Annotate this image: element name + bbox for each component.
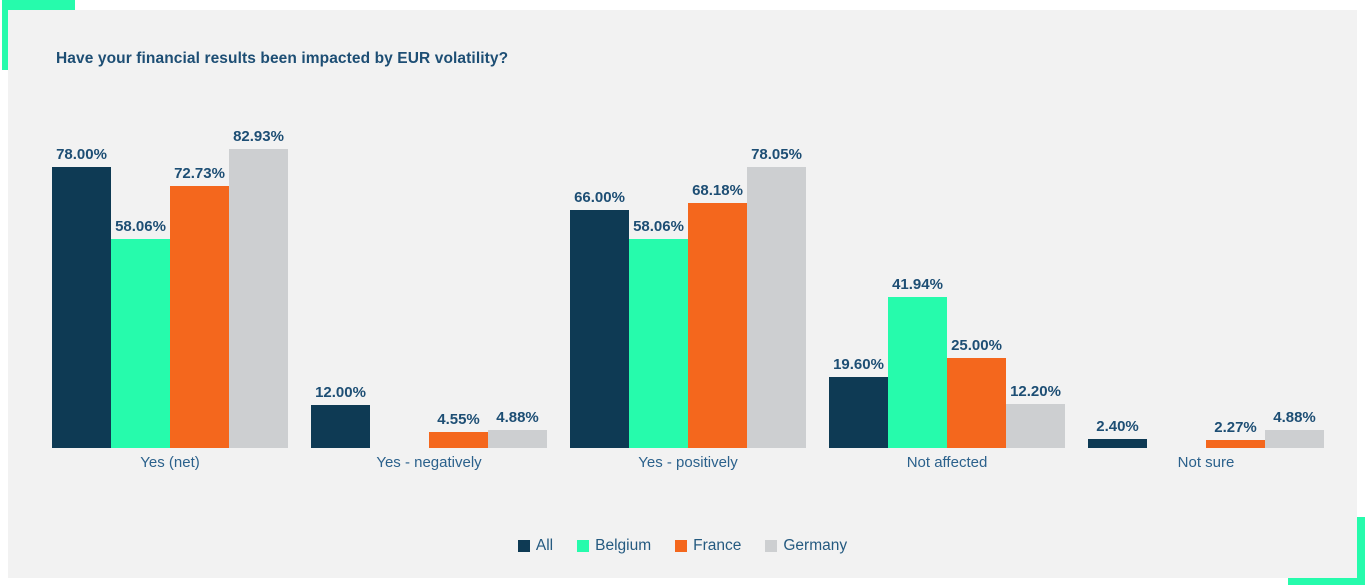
bar-slot-germany: 4.88% bbox=[1265, 10, 1324, 448]
chart-card: Have your financial results been impacte… bbox=[8, 10, 1357, 578]
bar-slot-belgium: 58.06% bbox=[111, 10, 170, 448]
bar-slot-all: 19.60% bbox=[829, 10, 888, 448]
bar-france-yes-negatively bbox=[429, 431, 488, 448]
bar-value-label: 68.18% bbox=[692, 181, 743, 199]
bar-france-yes-net bbox=[170, 186, 229, 448]
legend-label-france: France bbox=[693, 537, 742, 554]
bar-value-label: 72.73% bbox=[174, 165, 225, 183]
bar-germany-not-sure bbox=[1265, 430, 1324, 448]
bar-value-label: 12.20% bbox=[1010, 383, 1061, 401]
bar-value-label: 58.06% bbox=[633, 217, 684, 235]
bar-value-label: 4.88% bbox=[496, 409, 539, 427]
bar-value-label: 82.93% bbox=[233, 128, 284, 146]
bar-value-label: 58.06% bbox=[115, 217, 166, 235]
bar-slot-all: 66.00% bbox=[570, 10, 629, 448]
bar-group-yes-positively: 66.00% 58.06% 68.18% 78.05% bbox=[570, 10, 806, 448]
bar-slot-france: 68.18% bbox=[688, 10, 747, 448]
bar-value-label: 2.40% bbox=[1096, 418, 1139, 436]
legend-item-germany: Germany bbox=[765, 537, 847, 555]
bar-slot-france: 4.55% bbox=[429, 10, 488, 448]
bar-value-label: 4.88% bbox=[1273, 409, 1316, 427]
legend-swatch-belgium bbox=[577, 540, 590, 552]
bar-belgium-yes-net bbox=[111, 238, 170, 448]
bar-germany-yes-negatively bbox=[488, 430, 547, 448]
bar-germany-yes-positively bbox=[747, 167, 806, 448]
bar-slot-france: 25.00% bbox=[947, 10, 1006, 448]
bar-slot-belgium: 58.06% bbox=[629, 10, 688, 448]
bar-value-label: 41.94% bbox=[892, 276, 943, 294]
bar-slot-germany: 78.05% bbox=[747, 10, 806, 448]
bar-all-not-affected bbox=[829, 377, 888, 448]
bar-group-not-affected: 19.60% 41.94% 25.00% 12.20% bbox=[829, 10, 1065, 448]
legend: All Belgium France Germany bbox=[8, 537, 1357, 555]
plot-area: 78.00% 58.06% 72.73% 82.93% 12.00% 4.55% 4.88%… bbox=[52, 10, 1324, 448]
bar-value-label: 78.05% bbox=[751, 146, 802, 164]
legend-label-belgium: Belgium bbox=[595, 537, 652, 554]
bar-slot-belgium bbox=[1147, 10, 1206, 448]
bar-belgium-not-affected bbox=[888, 297, 947, 448]
bar-value-label: 2.27% bbox=[1214, 418, 1257, 436]
bar-france-not-sure bbox=[1206, 439, 1265, 448]
bar-germany-not-affected bbox=[1006, 404, 1065, 448]
bar-value-label: 78.00% bbox=[56, 146, 107, 164]
bar-slot-france: 2.27% bbox=[1206, 10, 1265, 448]
bar-belgium-yes-positively bbox=[629, 238, 688, 448]
legend-item-belgium: Belgium bbox=[577, 537, 651, 555]
bar-slot-france: 72.73% bbox=[170, 10, 229, 448]
legend-label-germany: Germany bbox=[783, 537, 848, 554]
bar-value-label: 12.00% bbox=[315, 383, 366, 401]
category-label-yes-positively: Yes - positively bbox=[638, 454, 738, 471]
bar-slot-belgium: 41.94% bbox=[888, 10, 947, 448]
legend-swatch-germany bbox=[765, 540, 778, 552]
category-label-not-sure: Not sure bbox=[1177, 454, 1235, 471]
bar-all-not-sure bbox=[1088, 439, 1147, 448]
bar-value-label: 19.60% bbox=[833, 356, 884, 374]
category-label-yes-negatively: Yes - negatively bbox=[376, 454, 482, 471]
category-label-not-affected: Not affected bbox=[906, 454, 988, 471]
bar-france-yes-positively bbox=[688, 202, 747, 448]
bar-germany-yes-net bbox=[229, 149, 288, 448]
legend-item-france: France bbox=[675, 537, 741, 555]
bar-slot-germany: 4.88% bbox=[488, 10, 547, 448]
legend-swatch-all bbox=[517, 540, 530, 552]
bar-value-label: 25.00% bbox=[951, 337, 1002, 354]
bar-slot-all: 78.00% bbox=[52, 10, 111, 448]
bar-value-label: 4.55% bbox=[437, 410, 480, 428]
legend-item-all: All bbox=[517, 537, 554, 555]
bar-group-yes-net: 78.00% 58.06% 72.73% 82.93% bbox=[52, 10, 288, 448]
bar-all-yes-net bbox=[52, 167, 111, 448]
bar-all-yes-negatively bbox=[311, 404, 370, 448]
chart-title: Have your financial results been impacte… bbox=[56, 50, 509, 67]
bar-group-yes-negatively: 12.00% 4.55% 4.88% bbox=[311, 10, 547, 448]
bar-slot-germany: 82.93% bbox=[229, 10, 288, 448]
bar-slot-all: 12.00% bbox=[311, 10, 370, 448]
bar-group-not-sure: 2.40% 2.27% 4.88% bbox=[1088, 10, 1324, 448]
legend-swatch-france bbox=[675, 540, 688, 552]
bar-value-label: 66.00% bbox=[574, 189, 625, 207]
bar-all-yes-positively bbox=[570, 210, 629, 448]
bar-slot-belgium bbox=[370, 10, 429, 448]
bar-slot-germany: 12.20% bbox=[1006, 10, 1065, 448]
bar-france-not-affected bbox=[947, 358, 1006, 448]
category-axis: Yes (net) Yes - negatively Yes - positivel… bbox=[52, 454, 1324, 471]
bar-slot-all: 2.40% bbox=[1088, 10, 1147, 448]
category-label-yes-net: Yes (net) bbox=[140, 454, 200, 471]
legend-label-all: All bbox=[535, 537, 554, 554]
